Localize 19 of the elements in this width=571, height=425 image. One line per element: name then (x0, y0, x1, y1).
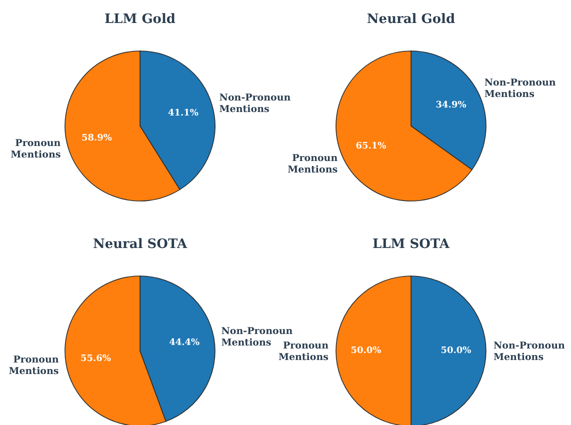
slice-label: Non-Pronoun Mentions (494, 340, 566, 362)
slice-label: Non-Pronoun Mentions (219, 92, 291, 114)
data-label: 55.6% (80, 354, 112, 364)
slice-label: Pronoun Mentions (278, 340, 329, 362)
data-label: 58.9% (82, 133, 112, 144)
data-label: 65.1% (356, 142, 387, 152)
data-label: 50.0% (440, 346, 472, 356)
data-label: 41.1% (168, 108, 199, 119)
slice-label: Pronoun Mentions (288, 152, 338, 175)
data-label: 50.0% (350, 346, 382, 356)
chart-title: LLM SOTA (372, 237, 450, 252)
data-label: 34.9% (436, 100, 467, 110)
chart-title: LLM Gold (104, 12, 176, 27)
slice-label: Non-Pronoun Mentions (484, 77, 556, 100)
slice-label: Pronoun Mentions (8, 354, 59, 377)
chart-title: Neural Gold (366, 12, 456, 27)
slice-label: Pronoun Mentions (10, 138, 61, 160)
chart-title: Neural SOTA (92, 237, 188, 252)
data-label: 44.4% (169, 338, 200, 348)
